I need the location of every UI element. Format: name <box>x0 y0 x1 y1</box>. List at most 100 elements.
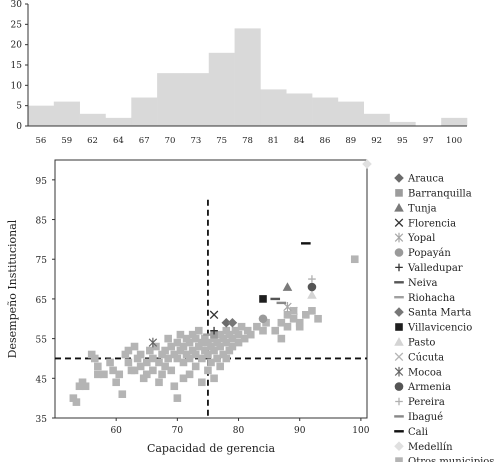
histogram-x-ticks: 56 59 62 64 67 70 73 75 78 81 84 86 89 92 95 97 100 <box>35 136 462 146</box>
data-point <box>314 314 322 323</box>
data-point <box>289 314 298 323</box>
data-point <box>164 334 172 343</box>
histogram-bar <box>28 105 55 126</box>
data-point <box>219 334 228 343</box>
histogram-bar <box>234 28 261 126</box>
legend-label: Villavicencio <box>407 323 472 334</box>
legend-label: Mocoa <box>408 367 442 378</box>
legend-marker <box>394 441 404 451</box>
data-point <box>185 338 194 347</box>
data-point <box>204 350 212 359</box>
data-point <box>308 307 316 315</box>
histogram-bars <box>28 28 468 126</box>
legend-marker <box>394 173 404 183</box>
histogram-x-tick-label: 56 <box>35 136 46 146</box>
series-group <box>283 302 292 312</box>
data-point <box>259 295 267 303</box>
data-point <box>194 342 203 351</box>
legend-label: Neiva <box>408 278 438 289</box>
data-point <box>158 370 166 379</box>
legend-marker <box>395 323 403 331</box>
legend-label: Tunja <box>408 203 437 214</box>
data-point <box>191 350 200 359</box>
series-group <box>210 326 218 335</box>
legend-marker <box>394 307 404 317</box>
data-point <box>277 318 286 327</box>
legend-marker <box>395 397 403 406</box>
data-point <box>221 317 232 328</box>
scatter-x-tick-label: 90 <box>294 426 306 436</box>
data-point <box>307 282 317 292</box>
data-point <box>182 350 191 359</box>
legend-label: Pereira <box>408 397 445 408</box>
data-point <box>210 374 218 383</box>
data-point <box>201 334 209 343</box>
scatter-x-tick-label: 80 <box>233 426 245 436</box>
data-point <box>191 334 200 343</box>
series-group <box>209 310 219 320</box>
legend-marker <box>395 189 403 197</box>
scatter-y-tick-label: 45 <box>36 375 48 385</box>
data-point <box>198 378 206 387</box>
data-point <box>167 366 176 375</box>
series-group <box>227 317 238 328</box>
data-point <box>112 378 120 387</box>
data-point <box>173 338 182 347</box>
histogram-x-tick-label: 81 <box>268 136 279 146</box>
scatter-y-tick-label: 35 <box>36 415 48 425</box>
data-point <box>155 378 163 387</box>
data-point <box>158 350 166 359</box>
data-point <box>225 330 234 339</box>
histogram-x-tick-label: 62 <box>87 136 98 146</box>
histogram-x-tick-label: 78 <box>242 136 253 146</box>
series-group <box>307 290 317 299</box>
legend-label: Armenia <box>407 382 451 393</box>
histogram-bar <box>389 121 416 126</box>
series-group <box>282 282 293 291</box>
scatter-y-tick-label: 85 <box>36 217 48 227</box>
histogram-bar <box>208 52 235 126</box>
legend-marker <box>394 382 404 391</box>
data-point <box>231 326 240 335</box>
legend-label: Riohacha <box>408 293 455 304</box>
data-point <box>216 362 224 371</box>
histogram-x-tick-label: 86 <box>320 136 331 146</box>
histogram-bar <box>105 117 132 126</box>
legend-marker <box>395 457 403 462</box>
data-point <box>136 350 145 359</box>
data-point <box>307 290 317 299</box>
data-point <box>109 366 117 375</box>
histogram-x-tick-label: 73 <box>190 136 201 146</box>
histogram-y-tick-label: 25 <box>11 20 23 30</box>
histogram-x-tick-label: 75 <box>216 136 227 146</box>
data-point <box>142 370 151 379</box>
scatter-y-ticks: 35 45 55 65 75 85 95 <box>36 177 55 425</box>
histogram-chart: 0 5 10 15 20 25 30 56 59 62 64 67 70 73 75 78 81 84 86 89 9… <box>11 0 468 146</box>
data-point <box>176 346 185 355</box>
scatter-y-tick-label: 75 <box>36 256 48 266</box>
data-point <box>308 275 316 283</box>
legend-label: Arauca <box>407 174 444 185</box>
data-point <box>216 330 224 339</box>
data-point <box>146 346 154 355</box>
data-point <box>228 334 237 343</box>
data-point <box>243 326 252 335</box>
scatter-x-tick-label: 60 <box>110 426 122 436</box>
data-point <box>219 350 228 359</box>
data-point <box>227 317 238 328</box>
scatter-points <box>69 159 372 406</box>
data-point <box>136 362 145 371</box>
scatter-y-axis-label: Desempeño Institucional <box>6 219 19 358</box>
data-point <box>210 326 218 335</box>
data-point <box>176 330 185 339</box>
data-point <box>295 322 304 331</box>
data-point <box>210 346 218 355</box>
data-point <box>124 346 133 355</box>
data-point <box>350 255 359 264</box>
data-point <box>155 358 163 367</box>
data-point <box>194 326 203 335</box>
data-point <box>148 337 158 348</box>
data-point <box>139 374 148 383</box>
data-point <box>222 326 231 335</box>
